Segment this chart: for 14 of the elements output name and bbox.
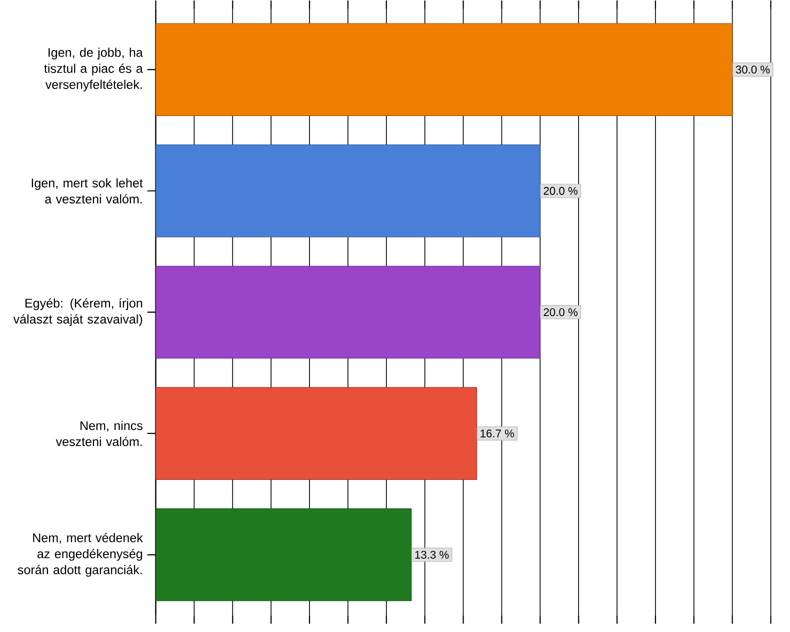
data-label: 13.3 % [415,550,449,559]
data-label: 16.7 % [480,429,514,438]
data-label: 30.0 % [736,65,770,74]
y-tick-label: Igen, mert sok lehet a veszteni valóm. [32,178,143,204]
y-tick-label: Igen, de jobb, ha tisztul a piac és a versenyfeltételek. [44,47,143,92]
bar [156,266,540,358]
y-tick-label: Egyéb: (Kérem, írjon választ saját szavaival) [13,298,142,326]
data-label: 20.0 % [544,186,578,195]
y-tick-label: Nem, nincs veszteni valóm. [56,420,142,446]
data-label: 20.0 % [544,308,578,316]
y-tick-label: Nem, mert védenek az engedékenység során adott garanciák. [18,532,143,577]
bar [156,508,412,601]
bar [156,144,540,238]
bar [156,22,733,116]
